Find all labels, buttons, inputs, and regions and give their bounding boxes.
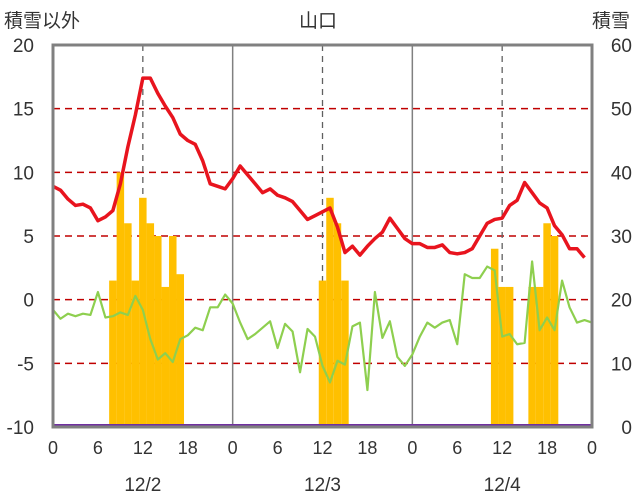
- x-tick-label: 18: [357, 438, 377, 458]
- left-tick-label: 10: [13, 163, 34, 184]
- temperature-line: [52, 76, 586, 259]
- snow-bar: [154, 236, 162, 427]
- snow-bar: [176, 274, 185, 427]
- snow-bar: [535, 286, 544, 427]
- x-tick-label: 12: [133, 438, 153, 458]
- x-tick-label: 18: [178, 438, 198, 458]
- snow-bar: [169, 236, 177, 427]
- x-tick-label: 6: [452, 438, 462, 458]
- x-tick-label: 6: [93, 438, 103, 458]
- snow-depth-bars: [109, 172, 559, 427]
- right-tick-label: 40: [611, 163, 632, 184]
- snow-bar: [326, 197, 334, 427]
- x-tick-label: 12: [492, 438, 512, 458]
- snow-bar: [505, 286, 514, 427]
- left-tick-label: 5: [23, 227, 34, 248]
- snow-bar: [550, 236, 559, 427]
- snow-bar: [341, 280, 349, 427]
- left-tick-label: -5: [17, 354, 34, 375]
- left-tick-label: -10: [7, 418, 34, 439]
- right-tick-label: 50: [611, 100, 632, 121]
- left-tick-label: 0: [23, 291, 34, 312]
- right-tick-label: 20: [611, 291, 632, 312]
- x-tick-label: 18: [537, 438, 557, 458]
- snow-bar: [543, 223, 551, 427]
- x-tick-label: 6: [273, 438, 283, 458]
- x-tick-label: 12: [312, 438, 332, 458]
- snow-bar: [109, 280, 117, 427]
- snow-bar: [490, 248, 499, 427]
- left-tick-label: 20: [13, 36, 34, 57]
- right-axis-labels: 60 50 40 30 20 10 0: [611, 36, 632, 439]
- x-tick-label: 0: [228, 438, 238, 458]
- snow-bar: [528, 286, 536, 427]
- right-tick-label: 10: [611, 354, 632, 375]
- snow-bar: [124, 223, 132, 427]
- snow-bar: [131, 280, 140, 427]
- snow-bar: [318, 280, 327, 427]
- snow-bar: [333, 223, 342, 427]
- date-label: 12/3: [304, 475, 341, 496]
- x-tick-label: 0: [587, 438, 597, 458]
- snow-bar: [146, 223, 155, 427]
- other-line: [52, 260, 593, 392]
- right-axis-title: 積雪: [592, 10, 630, 32]
- snow-bar: [498, 286, 506, 427]
- x-axis-labels: 0 6 12 18 0 6 12 18 0 6 12 18 0: [48, 438, 597, 458]
- date-label: 12/4: [484, 475, 521, 496]
- snow-bar: [116, 172, 125, 427]
- right-tick-label: 0: [621, 418, 632, 439]
- plot-frame: [51, 43, 594, 429]
- left-axis-labels: 20 15 10 5 0 -5 -10: [7, 36, 34, 439]
- left-axis-title: 積雪以外: [4, 10, 80, 32]
- chart-title: 山口: [299, 10, 337, 32]
- x-tick-label: 0: [407, 438, 417, 458]
- x-tick-label: 0: [48, 438, 58, 458]
- right-tick-label: 60: [611, 36, 632, 57]
- left-tick-label: 15: [13, 100, 34, 121]
- date-label: 12/2: [124, 475, 161, 496]
- right-tick-label: 30: [611, 227, 632, 248]
- date-labels: 12/2 12/3 12/4: [124, 475, 521, 496]
- snow-bar: [161, 286, 170, 427]
